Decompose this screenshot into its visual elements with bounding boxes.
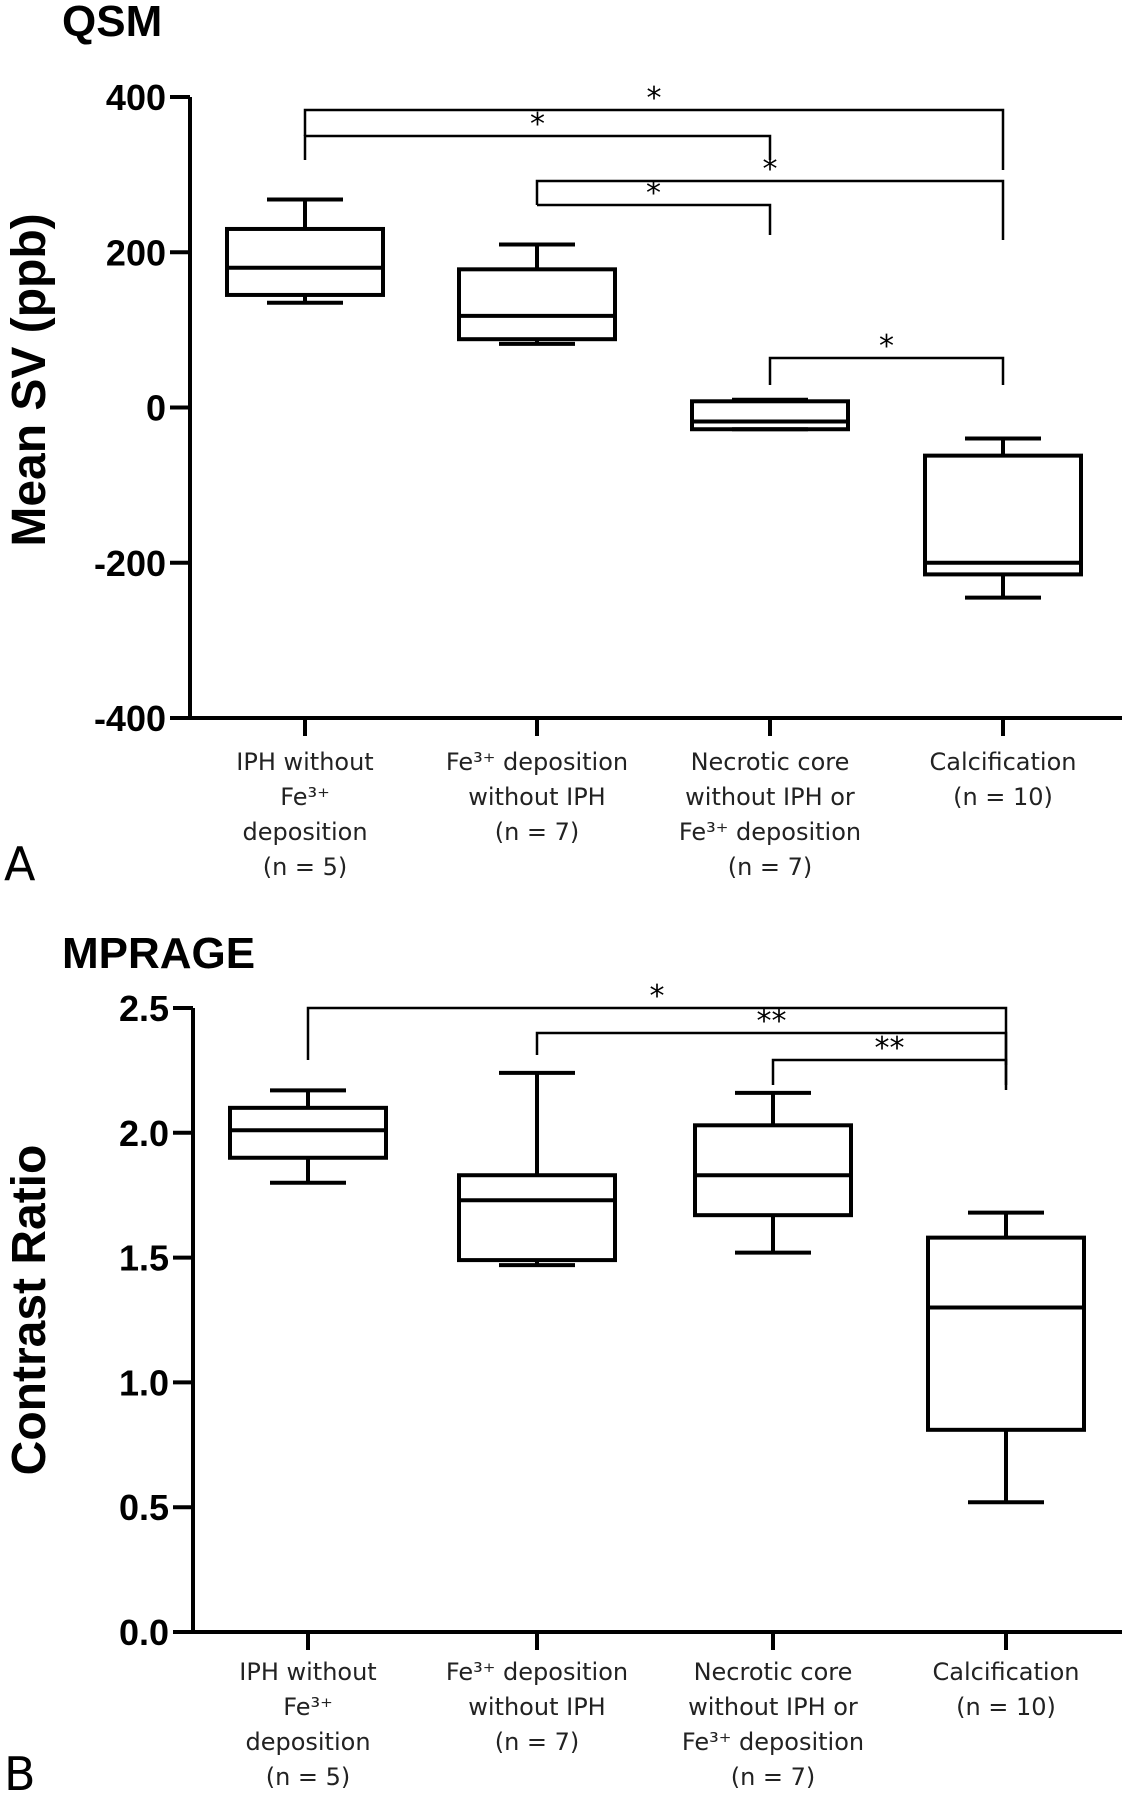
panel-b-letter: B [4,1747,36,1800]
y-tick-label: 0.5 [119,1487,169,1528]
x-category-label: Necrotic core [694,1658,853,1686]
y-tick-label: 200 [106,232,166,273]
x-category-label: Calcification [930,748,1077,776]
significance-bracket [303,108,1005,170]
x-category-label: Fe³⁺ deposition [446,1658,628,1686]
x-category-label: Calcification [933,1658,1080,1686]
x-category-label: IPH without [239,1658,376,1686]
y-tick-label: 0.0 [119,1612,169,1653]
x-category-n-label: (n = 5) [266,1763,351,1791]
panel-b-plot: 2.5 2.0 1.5 1.0 0.5 0.0 IPH without Fe³⁺ deposit… [119,979,1122,1791]
box-iqr [690,399,850,432]
significance-bracket [537,203,772,235]
y-tick-label: 1.0 [119,1362,169,1403]
box-iqr [926,1235,1086,1432]
x-category-n-label: (n = 5) [263,853,348,881]
y-tick-label: -400 [94,698,166,739]
y-tick-label: 400 [106,77,166,118]
x-category-label: IPH without [236,748,373,776]
significance-label: * [879,329,894,364]
significance-bracket [535,1031,1008,1090]
x-category-label: deposition [245,1728,370,1756]
box-iqr [228,1105,388,1160]
significance-label: * [647,81,662,116]
x-category-label: without IPH or [685,783,855,811]
y-tick-label: 0 [146,388,166,429]
box-iqr [457,1173,617,1263]
significance-bracket [771,1058,1008,1085]
x-category-label: Fe³⁺ [280,783,330,811]
x-category-label: Necrotic core [691,748,850,776]
panel-a-ylabel: Mean SV (ppb) [3,213,56,546]
x-category-label: deposition [242,818,367,846]
x-category-label: without IPH or [688,1693,858,1721]
significance-label: * [530,107,545,142]
x-category-label: Fe³⁺ deposition [682,1728,864,1756]
x-category-n-label: (n = 7) [731,1763,816,1791]
x-category-label: without IPH [468,783,605,811]
significance-label: * [646,176,661,211]
x-category-n-label: (n = 7) [728,853,813,881]
x-category-n-label: (n = 10) [953,783,1053,811]
x-category-n-label: (n = 10) [956,1693,1056,1721]
significance-bracket [303,134,772,160]
significance-label: * [763,152,778,187]
x-category-n-label: (n = 7) [495,818,580,846]
significance-label: ** [875,1031,905,1066]
y-tick-label: 1.5 [119,1238,169,1279]
significance-label: * [650,979,665,1014]
x-category-label: Fe³⁺ deposition [679,818,861,846]
y-tick-label: 2.5 [119,988,169,1029]
panel-b-ylabel: Contrast Ratio [3,1145,56,1476]
box-iqr [457,267,617,342]
significance-bracket [535,179,1005,240]
panel-b-title: MPRAGE [62,929,255,978]
x-category-n-label: (n = 7) [495,1728,580,1756]
significance-label: ** [757,1004,787,1039]
x-category-label: without IPH [468,1693,605,1721]
y-tick-label: -200 [94,543,166,584]
significance-bracket [768,356,1005,385]
box-iqr [923,453,1083,577]
panel-a-plot: 400 200 0 -200 -400 IPH without Fe³⁺ deposition… [94,77,1122,881]
box-iqr [225,226,385,297]
panel-a-letter: A [4,837,36,891]
x-category-label: Fe³⁺ deposition [446,748,628,776]
y-tick-label: 2.0 [119,1113,169,1154]
box-iqr [693,1123,853,1218]
x-category-label: Fe³⁺ [283,1693,333,1721]
panel-a-title: QSM [62,0,162,46]
